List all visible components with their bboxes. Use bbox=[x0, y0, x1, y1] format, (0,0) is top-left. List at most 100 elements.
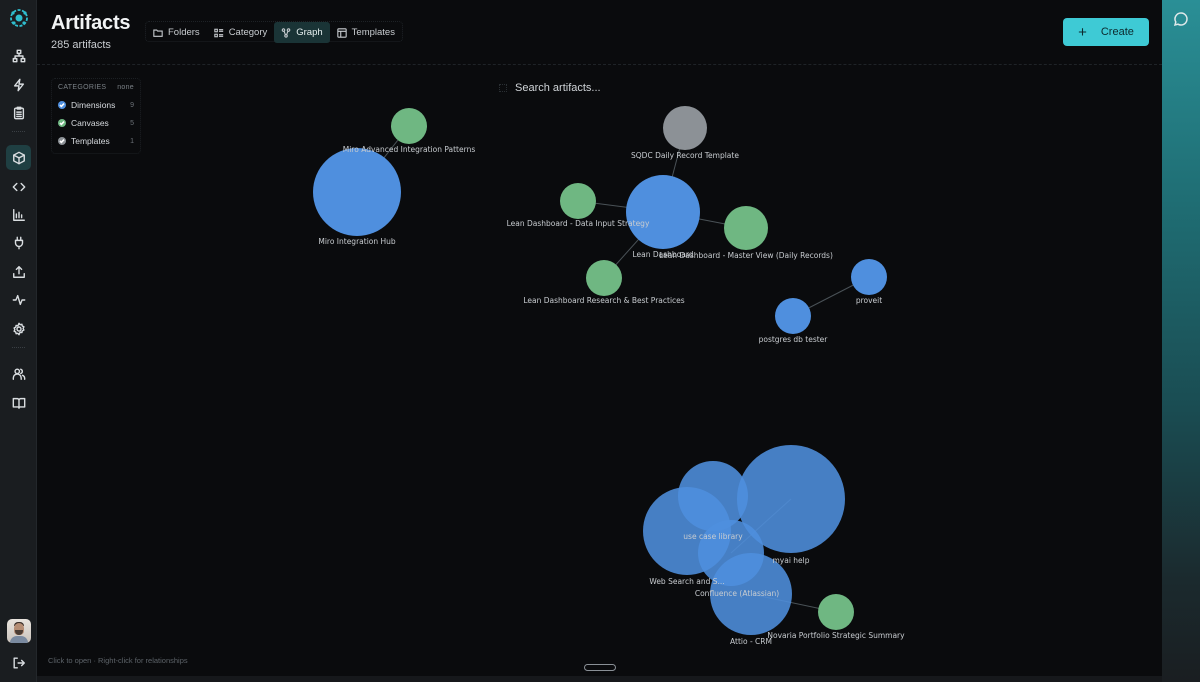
graph-node-postgres[interactable] bbox=[775, 298, 811, 334]
resize-handle[interactable] bbox=[584, 664, 616, 671]
graph-node-label: Novaria Portfolio Strategic Summary bbox=[767, 631, 905, 640]
categories-clear[interactable]: none bbox=[117, 84, 134, 91]
graph-node-label: Lean Dashboard - Data Input Strategy bbox=[507, 219, 650, 228]
create-button[interactable]: + Create bbox=[1063, 18, 1149, 46]
graph-node-label: Confluence (Atlassian) bbox=[695, 589, 779, 598]
graph-icon bbox=[281, 27, 291, 38]
search-input[interactable] bbox=[515, 82, 695, 94]
template-icon bbox=[336, 27, 347, 38]
sidebar-item-upload[interactable] bbox=[6, 259, 31, 284]
rail-divider bbox=[12, 131, 25, 132]
graph-node-label: SQDC Daily Record Template bbox=[631, 151, 739, 160]
tab-graph-label: Graph bbox=[296, 27, 323, 38]
sidebar-item-team[interactable] bbox=[6, 361, 31, 386]
check-icon bbox=[58, 137, 66, 145]
categories-filter: CATEGORIES none Dimensions 9 Canvases 5 … bbox=[51, 78, 141, 154]
category-count: 1 bbox=[130, 137, 134, 145]
category-label: Canvases bbox=[71, 118, 109, 128]
artifact-count: 285 artifacts bbox=[51, 39, 111, 51]
sidebar-item-analytics[interactable] bbox=[6, 202, 31, 227]
graph-node-myai[interactable] bbox=[737, 445, 845, 553]
category-dimensions[interactable]: Dimensions 9 bbox=[58, 96, 134, 114]
chat-button[interactable] bbox=[1173, 11, 1189, 27]
main-content: Artifacts 285 artifacts Folders Category… bbox=[37, 0, 1162, 676]
chat-bubble-icon bbox=[1173, 12, 1188, 27]
graph-node-label: Miro Integration Hub bbox=[318, 237, 396, 246]
graph-node-miro-adv[interactable] bbox=[391, 108, 427, 144]
hierarchy-icon bbox=[12, 49, 25, 62]
sidebar-item-code[interactable] bbox=[6, 174, 31, 199]
category-templates[interactable]: Templates 1 bbox=[58, 132, 134, 150]
sidebar-item-clipboard[interactable] bbox=[6, 100, 31, 125]
graph-node-label: Attio - CRM bbox=[730, 637, 772, 646]
category-list-icon bbox=[213, 28, 223, 37]
tab-category[interactable]: Category bbox=[207, 22, 275, 43]
user-avatar[interactable] bbox=[7, 619, 31, 643]
category-canvases[interactable]: Canvases 5 bbox=[58, 114, 134, 132]
bottom-bar bbox=[37, 676, 1162, 682]
category-count: 9 bbox=[130, 101, 134, 109]
graph-node-novaria[interactable] bbox=[818, 594, 854, 630]
graph-node-lean-input[interactable] bbox=[560, 183, 596, 219]
graph-node-label: Lean Dashboard Research & Best Practices bbox=[523, 296, 684, 305]
sidebar-item-activity[interactable] bbox=[6, 287, 31, 312]
graph-node-label: proveit bbox=[856, 296, 882, 305]
graph-node-label: Lean Dashboard - Master View (Daily Reco… bbox=[659, 251, 833, 260]
activity-icon bbox=[12, 294, 25, 305]
view-tabs: Folders Category Graph Templates bbox=[145, 21, 403, 43]
graph-node-lean-dash[interactable] bbox=[626, 175, 700, 249]
graph-node-lean-research[interactable] bbox=[586, 260, 622, 296]
create-button-label: Create bbox=[1100, 26, 1134, 38]
tab-graph[interactable]: Graph bbox=[274, 22, 330, 43]
plus-icon: + bbox=[1078, 23, 1087, 41]
logout-button[interactable] bbox=[6, 650, 31, 675]
tab-category-label: Category bbox=[228, 27, 268, 38]
code-icon bbox=[12, 182, 25, 191]
graph-node-label: use case library bbox=[683, 532, 743, 541]
upload-icon bbox=[12, 265, 25, 278]
check-icon bbox=[58, 119, 66, 127]
graph-svg[interactable]: Miro Advanced Integration Patterns Miro I… bbox=[37, 66, 1162, 676]
clipboard-icon bbox=[13, 106, 24, 119]
graph-node-lean-master[interactable] bbox=[724, 206, 768, 250]
sidebar-item-integrations[interactable] bbox=[6, 230, 31, 255]
users-icon bbox=[12, 367, 25, 380]
tab-folders-label: Folders bbox=[168, 27, 200, 38]
sidebar-item-settings[interactable] bbox=[6, 316, 31, 341]
cube-icon bbox=[12, 151, 25, 164]
graph-canvas[interactable]: Miro Advanced Integration Patterns Miro I… bbox=[37, 66, 1162, 676]
bar-chart-icon bbox=[12, 208, 25, 221]
graph-node-label: myai help bbox=[772, 556, 809, 565]
graph-node-label: Miro Advanced Integration Patterns bbox=[343, 145, 476, 154]
sidebar-rail bbox=[0, 0, 37, 682]
logout-icon bbox=[12, 656, 25, 669]
category-count: 5 bbox=[130, 119, 134, 127]
categories-heading: CATEGORIES bbox=[58, 84, 107, 91]
tab-templates[interactable]: Templates bbox=[330, 22, 402, 43]
graph-node-label: Web Search and S... bbox=[649, 577, 724, 586]
graph-node-label: postgres db tester bbox=[759, 335, 829, 344]
app-logo-icon[interactable] bbox=[8, 7, 30, 29]
plug-icon bbox=[14, 236, 23, 249]
book-icon bbox=[12, 397, 25, 409]
page-header: Artifacts 285 artifacts Folders Category… bbox=[37, 0, 1162, 65]
sidebar-item-automations[interactable] bbox=[6, 72, 31, 97]
tab-folders[interactable]: Folders bbox=[146, 22, 207, 43]
lightning-icon bbox=[13, 78, 24, 91]
sidebar-item-docs[interactable] bbox=[6, 390, 31, 415]
sidebar-item-artifacts[interactable] bbox=[6, 145, 31, 170]
category-label: Templates bbox=[71, 136, 110, 146]
graph-node-miro-hub[interactable] bbox=[313, 148, 401, 236]
folder-icon bbox=[153, 29, 163, 37]
graph-hint: Click to open · Right-click for relation… bbox=[48, 656, 188, 665]
rail-divider bbox=[12, 347, 25, 348]
gear-icon bbox=[12, 322, 25, 335]
graph-node-sqdc[interactable] bbox=[663, 106, 707, 150]
check-icon bbox=[58, 101, 66, 109]
search-bar bbox=[499, 78, 699, 98]
graph-node-proveit[interactable] bbox=[851, 259, 887, 295]
sidebar-item-hierarchy[interactable] bbox=[6, 43, 31, 68]
graph-node-confluence[interactable] bbox=[710, 553, 792, 635]
category-label: Dimensions bbox=[71, 100, 116, 110]
